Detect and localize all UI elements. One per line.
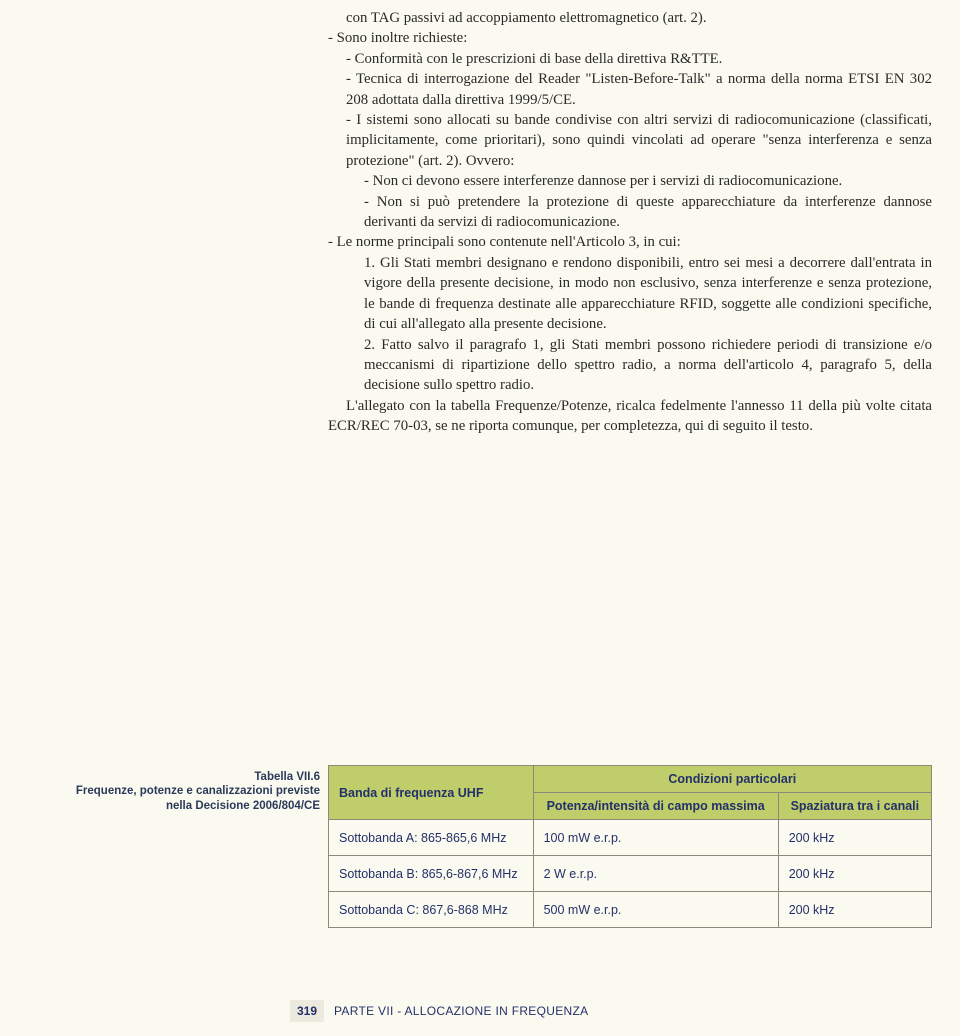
cell-spacing: 200 kHz (778, 892, 931, 928)
body-line: - I sistemi sono allocati su bande condi… (328, 110, 932, 171)
cell-spacing: 200 kHz (778, 820, 931, 856)
cell-spacing: 200 kHz (778, 856, 931, 892)
table-row: Sottobanda C: 867,6-868 MHz 500 mW e.r.p… (329, 892, 932, 928)
cell-power: 100 mW e.r.p. (533, 820, 778, 856)
table-header-row: Banda di frequenza UHF Condizioni partic… (329, 766, 932, 793)
body-line: - Le norme principali sono contenute nel… (328, 232, 932, 252)
caption-line: nella Decisione 2006/804/CE (22, 799, 320, 813)
th-band: Banda di frequenza UHF (329, 766, 534, 820)
page-footer: 319 PARTE VII - ALLOCAZIONE IN FREQUENZA (0, 1000, 960, 1022)
caption-title: Tabella VII.6 (22, 770, 320, 784)
table-caption: Tabella VII.6 Frequenze, potenze e canal… (22, 770, 320, 813)
section-label: PARTE VII - ALLOCAZIONE IN FREQUENZA (334, 1000, 588, 1022)
table-row: Sottobanda A: 865-865,6 MHz 100 mW e.r.p… (329, 820, 932, 856)
body-final: L'allegato con la tabella Frequenze/Pote… (328, 396, 932, 437)
cell-power: 500 mW e.r.p. (533, 892, 778, 928)
caption-line: Frequenze, potenze e canalizzazioni prev… (22, 784, 320, 798)
table-row: Sottobanda B: 865,6-867,6 MHz 2 W e.r.p.… (329, 856, 932, 892)
body-text: con TAG passivi ad accoppiamento elettro… (328, 8, 932, 437)
frequency-table: Banda di frequenza UHF Condizioni partic… (328, 765, 932, 928)
body-line: con TAG passivi ad accoppiamento elettro… (328, 8, 932, 28)
body-line: 2. Fatto salvo il paragrafo 1, gli Stati… (328, 335, 932, 396)
body-line: 1. Gli Stati membri designano e rendono … (328, 253, 932, 335)
cell-power: 2 W e.r.p. (533, 856, 778, 892)
th-conditions: Condizioni particolari (533, 766, 931, 793)
cell-band: Sottobanda A: 865-865,6 MHz (329, 820, 534, 856)
body-line: - Non ci devono essere interferenze dann… (328, 171, 932, 191)
cell-band: Sottobanda C: 867,6-868 MHz (329, 892, 534, 928)
body-line: - Non si può pretendere la protezione di… (328, 192, 932, 233)
cell-band: Sottobanda B: 865,6-867,6 MHz (329, 856, 534, 892)
page-number: 319 (290, 1000, 324, 1022)
body-line: - Conformità con le prescrizioni di base… (328, 49, 932, 69)
body-line: - Tecnica di interrogazione del Reader "… (328, 69, 932, 110)
th-power: Potenza/intensità di campo massima (533, 793, 778, 820)
body-line: - Sono inoltre richieste: (328, 28, 932, 48)
th-spacing: Spaziatura tra i canali (778, 793, 931, 820)
